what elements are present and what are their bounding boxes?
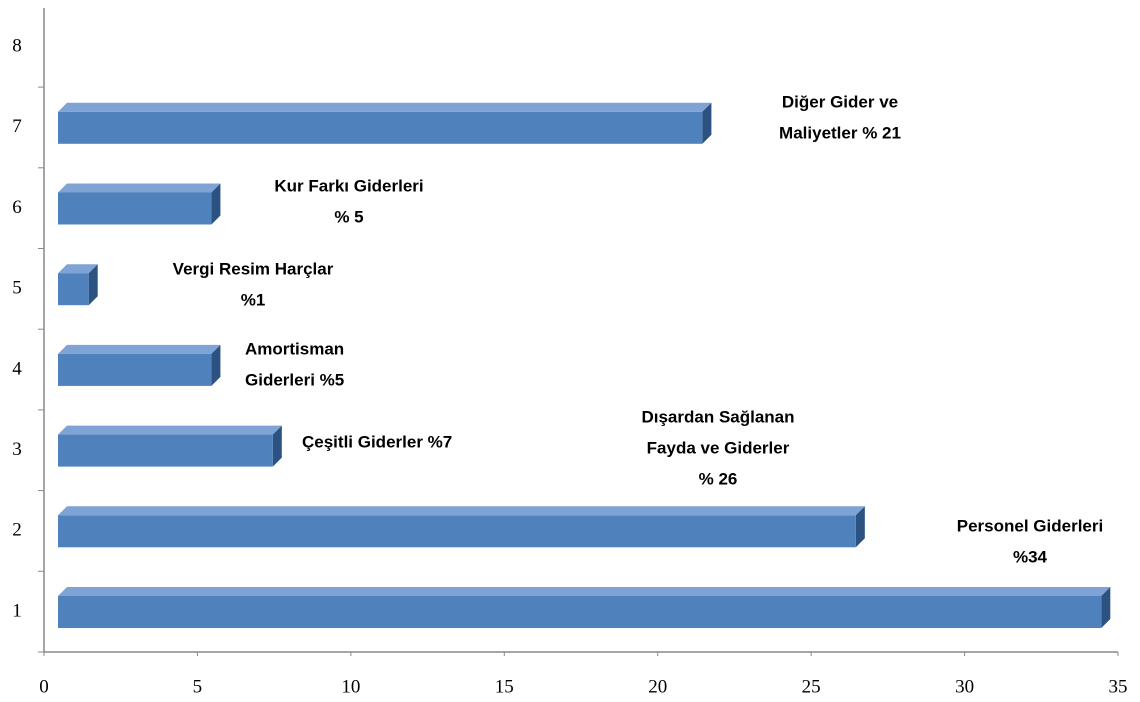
bar-top (58, 183, 221, 193)
bar-top (58, 587, 1111, 596)
x-tick-label: 30 (955, 676, 974, 697)
bar-side (702, 102, 712, 144)
bar-top (58, 506, 865, 516)
bar (58, 273, 89, 306)
bar (58, 434, 273, 467)
bar-top (58, 264, 98, 274)
data-label: Kur Farkı Giderleri (274, 176, 423, 195)
y-tick-label: 8 (12, 35, 22, 56)
y-tick-label: 5 (12, 278, 22, 299)
bar-side (1101, 587, 1111, 628)
y-tick-label: 6 (12, 197, 22, 218)
bar (58, 515, 856, 548)
data-label: %1 (241, 290, 266, 309)
bar (58, 596, 1102, 628)
data-label: %34 (1013, 547, 1048, 566)
y-tick-label: 2 (12, 520, 22, 541)
bar-side (855, 506, 865, 548)
data-label: Maliyetler % 21 (779, 123, 901, 142)
data-label: Amortisman (245, 339, 344, 358)
x-tick-label: 25 (802, 676, 821, 697)
y-tick-label: 1 (12, 600, 22, 621)
data-label: Diğer Gider ve (782, 92, 898, 111)
x-tick-label: 10 (341, 676, 360, 697)
x-tick-label: 5 (193, 676, 203, 697)
bar-side (211, 344, 221, 386)
bar (58, 353, 212, 386)
y-tick-label: 7 (12, 116, 22, 137)
x-tick-label: 15 (495, 676, 514, 697)
y-tick-label: 4 (12, 358, 22, 379)
bar-side (88, 264, 98, 306)
bar-side (272, 425, 282, 467)
data-label: Personel Giderleri (957, 516, 1103, 535)
data-label: Giderleri %5 (245, 370, 344, 389)
data-label: % 26 (699, 469, 738, 488)
bar-top (58, 425, 282, 435)
x-tick-label: 0 (39, 676, 49, 697)
x-tick-label: 35 (1109, 676, 1128, 697)
bar-side (211, 183, 221, 225)
bar (58, 111, 703, 144)
data-label: Dışardan Sağlanan (641, 407, 794, 426)
data-label: Fayda ve Giderler (647, 438, 790, 457)
data-label: Çeşitli Giderler %7 (302, 432, 452, 451)
x-tick-label: 20 (648, 676, 667, 697)
bar-top (58, 344, 221, 354)
bar-top (58, 102, 712, 112)
y-tick-label: 3 (12, 439, 22, 460)
bar (58, 192, 212, 225)
data-label: % 5 (334, 207, 363, 226)
data-label: Vergi Resim Harçlar (173, 259, 334, 278)
